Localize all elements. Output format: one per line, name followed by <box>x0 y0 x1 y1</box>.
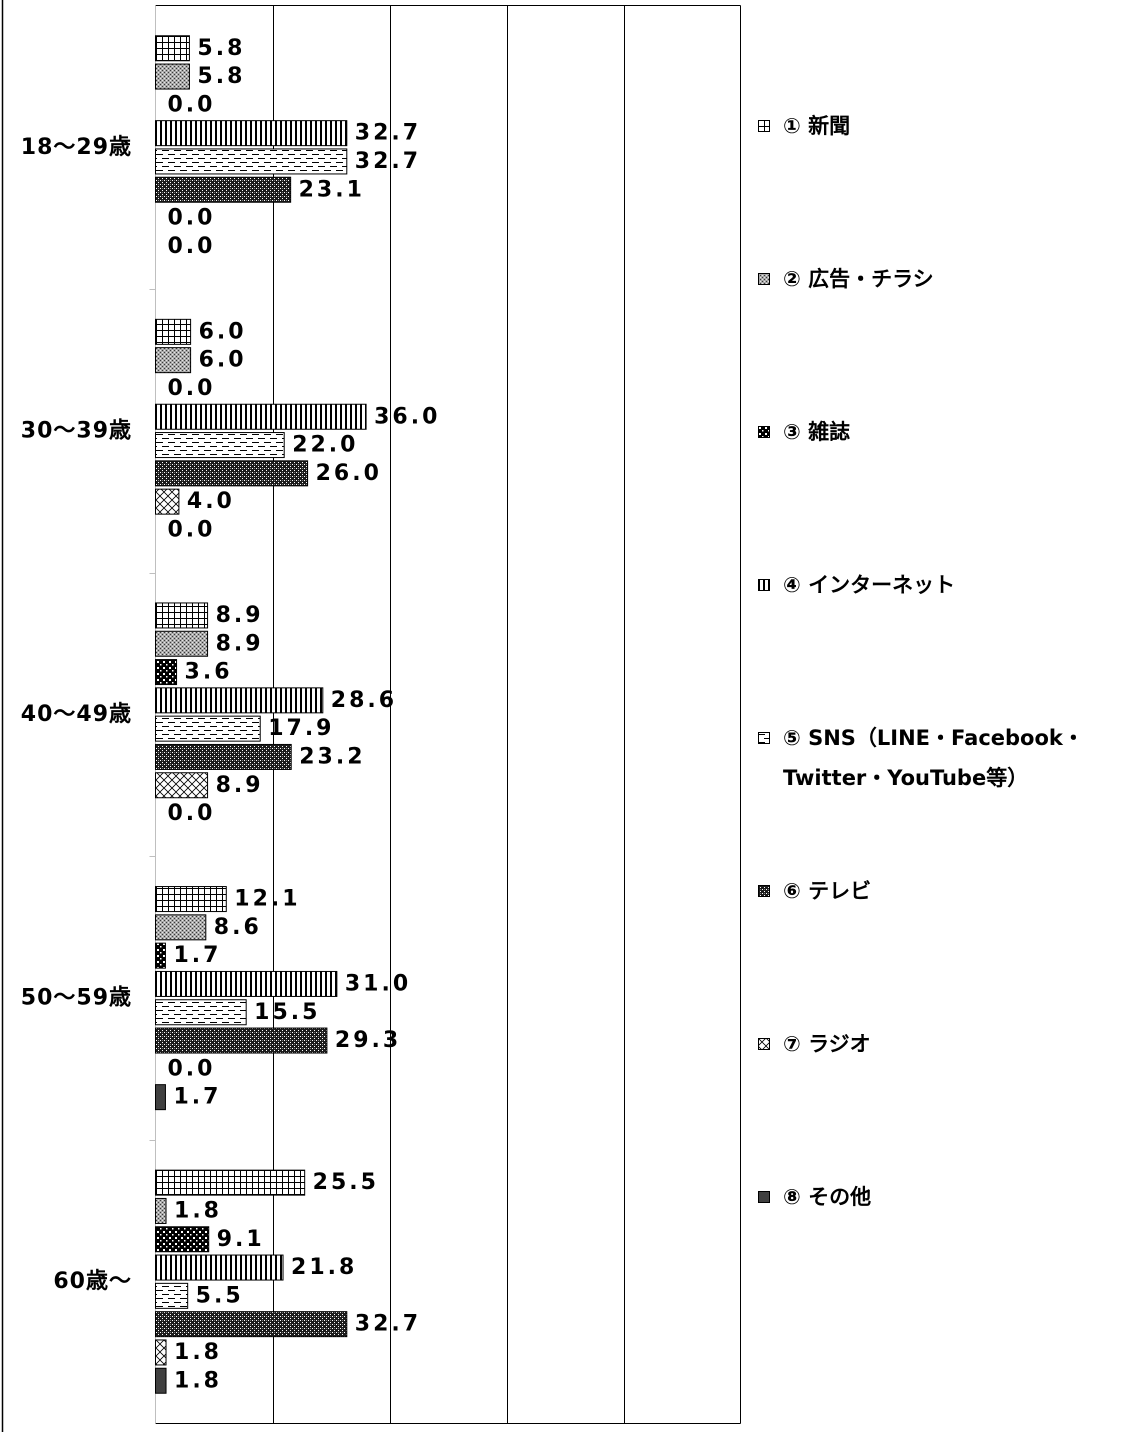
bar-series5-cat3 <box>155 715 261 742</box>
bar-series3-cat3 <box>155 659 178 686</box>
data-label-series7-cat4: 0.0 <box>168 1056 216 1081</box>
data-label-series3-cat4: 1.7 <box>173 943 221 968</box>
bar-series7-cat5 <box>155 1339 167 1366</box>
bars <box>155 35 367 1394</box>
bar-series1-cat1 <box>155 35 190 62</box>
bar-series4-cat1 <box>155 120 348 147</box>
data-label-series7-cat2: 4.0 <box>187 489 235 514</box>
data-label-series4-cat2: 36.0 <box>374 404 440 429</box>
plot-frame <box>155 5 741 1424</box>
data-label-series8-cat2: 0.0 <box>168 517 216 542</box>
category-label: 40～49歳 <box>21 702 132 727</box>
data-label-series7-cat5: 1.8 <box>174 1340 222 1365</box>
bar-series7-cat3 <box>155 772 209 799</box>
data-label-series1-cat5: 25.5 <box>313 1170 379 1195</box>
data-label-series6-cat5: 32.7 <box>355 1312 421 1337</box>
gridlines <box>273 5 625 1424</box>
bar-series8-cat5 <box>155 1367 167 1394</box>
bar-series2-cat5 <box>155 1197 167 1224</box>
bar-series6-cat5 <box>155 1311 348 1338</box>
data-label-series8-cat3: 0.0 <box>168 801 216 826</box>
data-label-series6-cat2: 26.0 <box>316 461 382 486</box>
bar-series6-cat1 <box>155 176 292 203</box>
category-label: 60歳～ <box>53 1269 132 1294</box>
bar-series2-cat4 <box>155 914 207 941</box>
bar-series4-cat2 <box>155 403 367 430</box>
data-label-series4-cat1: 32.7 <box>355 121 421 146</box>
bar-series6-cat4 <box>155 1027 328 1054</box>
bar-series8-cat4 <box>155 1084 166 1111</box>
data-label-series1-cat4: 12.1 <box>234 887 300 912</box>
bar-series1-cat4 <box>155 886 227 913</box>
data-label-series1-cat1: 5.8 <box>197 36 245 61</box>
data-label-series5-cat1: 32.7 <box>355 149 421 174</box>
bar-series2-cat1 <box>155 63 190 90</box>
data-label-series8-cat4: 1.7 <box>173 1085 221 1110</box>
data-label-series6-cat4: 29.3 <box>335 1028 401 1053</box>
data-label-series7-cat3: 8.9 <box>216 773 264 798</box>
bar-series5-cat1 <box>155 148 348 175</box>
data-label-series2-cat1: 5.8 <box>197 64 245 89</box>
bar-series5-cat2 <box>155 432 285 459</box>
bar-series4-cat3 <box>155 687 324 714</box>
data-label-series4-cat5: 21.8 <box>291 1255 357 1280</box>
bar-series5-cat5 <box>155 1282 189 1309</box>
data-label-series2-cat4: 8.6 <box>214 915 262 940</box>
data-label-series2-cat2: 6.0 <box>199 348 247 373</box>
data-label-series6-cat3: 23.2 <box>299 744 365 769</box>
bar-series2-cat3 <box>155 630 209 657</box>
data-label-series8-cat5: 1.8 <box>174 1368 222 1393</box>
data-label-series3-cat3: 3.6 <box>185 660 233 685</box>
data-label-series1-cat2: 6.0 <box>199 319 247 344</box>
bar-series1-cat5 <box>155 1169 306 1196</box>
category-label: 50～59歳 <box>21 986 132 1011</box>
bar-series5-cat4 <box>155 999 247 1026</box>
bar-series6-cat2 <box>155 460 309 487</box>
bar-series6-cat3 <box>155 743 292 770</box>
data-label-series2-cat3: 8.9 <box>216 631 264 656</box>
data-label-series8-cat1: 0.0 <box>168 234 216 259</box>
category-label: 18～29歳 <box>21 135 132 160</box>
bar-series4-cat4 <box>155 970 338 997</box>
data-label-series7-cat1: 0.0 <box>168 206 216 231</box>
data-label-series4-cat4: 31.0 <box>345 971 411 996</box>
bar-series7-cat2 <box>155 488 180 515</box>
data-labels: 5.8 5.8 0.0 32.7 32.7 23.1 0.0 0.0 6.0 6.0 0.0 36.0… <box>168 36 440 1394</box>
data-label-series3-cat2: 0.0 <box>168 376 216 401</box>
category-label: 30～39歳 <box>21 418 132 443</box>
data-label-series5-cat4: 15.5 <box>254 1000 320 1025</box>
bar-series1-cat3 <box>155 602 209 629</box>
data-label-series3-cat5: 9.1 <box>217 1227 265 1252</box>
bar-series2-cat2 <box>155 347 192 374</box>
data-label-series5-cat3: 17.9 <box>268 716 334 741</box>
bar-series4-cat5 <box>155 1254 284 1281</box>
bar-series1-cat2 <box>155 318 192 345</box>
data-label-series2-cat5: 1.8 <box>174 1198 222 1223</box>
data-label-series6-cat1: 23.1 <box>299 177 365 202</box>
data-label-series4-cat3: 28.6 <box>331 688 397 713</box>
data-label-series5-cat5: 5.5 <box>196 1283 244 1308</box>
data-label-series3-cat1: 0.0 <box>168 92 216 117</box>
data-label-series1-cat3: 8.9 <box>216 603 264 628</box>
category-axis: 18～29歳 30～39歳 40～49歳 50～59歳 60歳～ <box>21 135 156 1294</box>
bar-series3-cat5 <box>155 1226 210 1253</box>
data-label-series5-cat2: 22.0 <box>292 433 358 458</box>
bar-series3-cat4 <box>155 942 166 969</box>
